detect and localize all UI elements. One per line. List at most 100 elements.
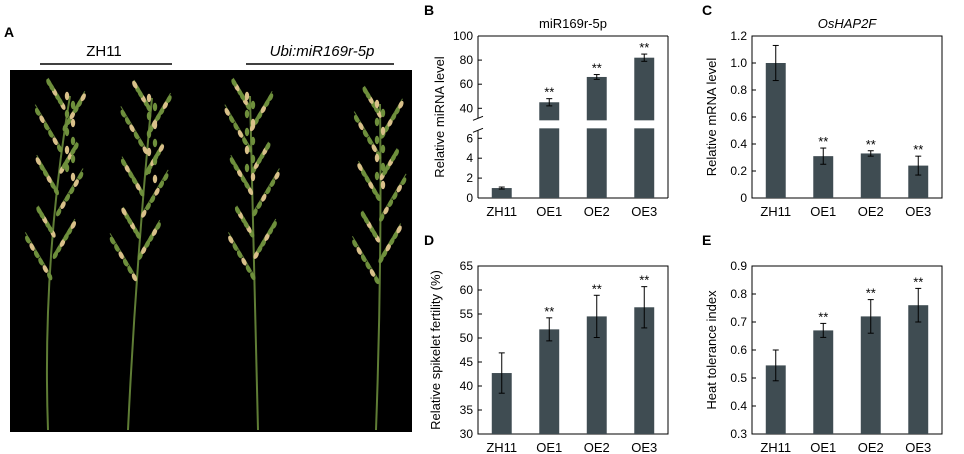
rice-grain bbox=[233, 122, 239, 131]
rice-grain bbox=[131, 273, 138, 282]
rice-grain bbox=[375, 193, 381, 202]
rice-grain bbox=[35, 157, 41, 166]
rice-grain bbox=[244, 91, 250, 101]
y-axis-label: Relative mRNA level bbox=[704, 58, 719, 177]
rice-grain bbox=[264, 233, 270, 241]
rice-grain bbox=[121, 207, 127, 216]
rice-grain bbox=[232, 243, 238, 251]
group-label-right: Ubi:miR169r-5p bbox=[270, 43, 375, 60]
rice-grain bbox=[155, 222, 161, 231]
x-tick-label: OE1 bbox=[810, 440, 836, 454]
x-tick-label: ZH11 bbox=[760, 204, 791, 219]
rice-grain bbox=[362, 129, 369, 138]
significance-mark: ** bbox=[544, 85, 554, 100]
rice-grain bbox=[76, 99, 83, 108]
rice-grain bbox=[387, 118, 393, 127]
rice-grain bbox=[29, 243, 35, 251]
y-tick-label: 50 bbox=[460, 331, 474, 345]
y-tick-label: 0.9 bbox=[730, 259, 747, 273]
y-tick-label: 60 bbox=[460, 77, 474, 91]
rice-grain bbox=[63, 233, 69, 241]
rice-grain bbox=[228, 115, 235, 124]
rice-grain bbox=[128, 170, 134, 179]
rice-grain bbox=[50, 181, 56, 190]
bar-oe1 bbox=[813, 156, 834, 198]
significance-mark: ** bbox=[592, 61, 602, 76]
rice-grain bbox=[224, 107, 230, 116]
panel-letter-c: C bbox=[702, 2, 713, 18]
group-label-left: ZH11 bbox=[86, 43, 122, 60]
y-tick-label: 0 bbox=[466, 191, 473, 205]
significance-mark: ** bbox=[913, 142, 923, 157]
photo-background bbox=[10, 70, 412, 432]
significance-mark: ** bbox=[818, 309, 828, 324]
bar-oe2 bbox=[586, 316, 607, 434]
rice-grain bbox=[380, 144, 386, 154]
chart-title: OsHAP2F bbox=[818, 16, 878, 31]
rice-grain bbox=[250, 136, 256, 146]
rice-grain bbox=[155, 113, 161, 122]
rice-grain bbox=[228, 235, 234, 244]
rice-grain bbox=[382, 249, 388, 258]
rice-grain bbox=[256, 201, 263, 210]
panel-letter-b: B bbox=[424, 2, 435, 18]
rice-grain bbox=[274, 171, 280, 180]
x-tick-label: OE1 bbox=[536, 440, 562, 454]
bar-oe2 bbox=[860, 153, 881, 198]
rice-grain bbox=[374, 276, 380, 285]
rice-grain bbox=[231, 78, 237, 87]
rice-grain bbox=[122, 258, 129, 267]
chart-e: 0.3 0.4 0.5 0.6 0.7 0.8 0.9 ZH11 ** OE1 ** OE2 ** OE3… bbox=[704, 259, 943, 454]
rice-grain bbox=[396, 184, 402, 193]
chart-b: 0 2 4 6 40 60 80 100 ZH11 ** OE1 ** OE2 ** OE3 miR169r-… bbox=[432, 16, 669, 219]
axis-break-mark bbox=[472, 115, 484, 121]
rice-grain bbox=[64, 163, 70, 173]
rice-grain bbox=[59, 239, 66, 247]
rice-grain bbox=[394, 106, 400, 115]
rice-grain bbox=[70, 172, 76, 182]
rice-grain bbox=[364, 175, 370, 184]
x-tick-label: OE3 bbox=[905, 204, 931, 219]
rice-grain bbox=[141, 246, 147, 255]
rice-grain bbox=[250, 272, 256, 281]
y-tick-label: 6 bbox=[466, 131, 473, 145]
y-tick-label: 0.8 bbox=[730, 287, 747, 301]
rice-grain bbox=[250, 172, 256, 182]
y-axis-label: Relative spikelet fertility (%) bbox=[428, 270, 443, 430]
rice-grain bbox=[127, 266, 133, 274]
rice-grain bbox=[120, 158, 127, 167]
plot-frame bbox=[477, 265, 669, 435]
rice-grain bbox=[371, 187, 378, 196]
rice-grain bbox=[70, 154, 76, 164]
rice-grain bbox=[47, 272, 53, 281]
rice-grain bbox=[132, 80, 138, 89]
y-tick-label: 4 bbox=[466, 151, 473, 165]
y-tick-label: 45 bbox=[460, 355, 474, 369]
rice-grain bbox=[146, 111, 152, 121]
rice-grain bbox=[250, 154, 256, 164]
rice-grain bbox=[389, 237, 395, 246]
rice-grain bbox=[374, 99, 380, 109]
rice-grain bbox=[133, 131, 140, 140]
rice-grain bbox=[244, 109, 250, 119]
rice-grain bbox=[48, 129, 54, 138]
rice-grain bbox=[46, 175, 52, 184]
bar-oe3 bbox=[634, 307, 655, 434]
rice-grain bbox=[250, 118, 256, 128]
rice-grain bbox=[124, 117, 131, 125]
rice-grain bbox=[392, 191, 398, 200]
rice-grain bbox=[396, 225, 402, 234]
rice-grain bbox=[131, 176, 138, 185]
rice-grain bbox=[36, 206, 42, 215]
rice-grain bbox=[141, 209, 147, 218]
rice-grain bbox=[253, 251, 259, 259]
rice-grain bbox=[52, 137, 58, 146]
rice-grain bbox=[271, 221, 277, 229]
panicles-group bbox=[24, 77, 407, 431]
y-tick-label: 30 bbox=[460, 427, 474, 441]
rice-grain bbox=[374, 171, 380, 181]
y-tick-label: 80 bbox=[460, 53, 474, 67]
rice-grain bbox=[374, 135, 380, 145]
chart-d: 30 35 40 45 50 55 60 65 ZH11 ** OE1 ** OE2 ** OE3 Relat… bbox=[428, 259, 669, 454]
